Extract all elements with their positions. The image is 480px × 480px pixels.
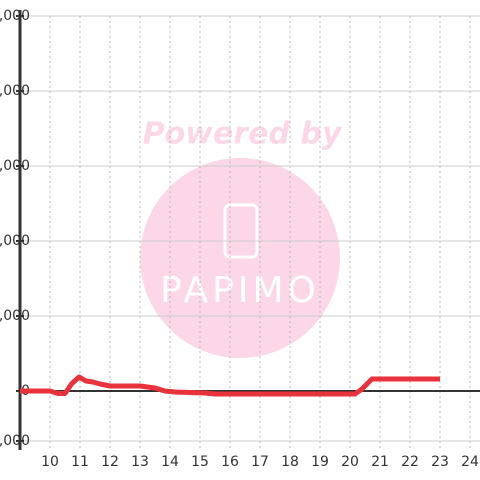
x-tick-label: 21 [371,454,389,470]
watermark-logo: PAPIMO [160,270,320,311]
line-series [20,374,441,397]
watermark-icon [223,203,259,259]
x-tick-label: 22 [401,454,419,470]
x-tick-label: 15 [191,454,209,470]
x-tick-label: 11 [71,454,89,470]
y-tick-label: -20,000 [0,433,30,449]
x-tick-label: 19 [311,454,329,470]
y-tick-label: 150,000 [0,8,30,24]
x-tick-label: 13 [131,454,149,470]
y-tick-label: 60,000 [0,233,30,249]
x-tick-label: 24 [461,454,479,470]
x-tick-label: 20 [341,454,359,470]
watermark-text: Powered by [143,117,343,152]
y-tick-label: 30,000 [0,308,30,324]
x-tick-label: 16 [221,454,239,470]
x-tick-label: 17 [251,454,269,470]
x-tick-label: 12 [101,454,119,470]
plot: -20,000030,00060,00090,000120,000150,000… [0,8,480,470]
y-tick-label: 120,000 [0,83,30,99]
x-tick-label: 18 [281,454,299,470]
x-tick-label: 23 [431,454,449,470]
x-tick-label: 10 [41,454,59,470]
x-tick-label: 14 [161,454,179,470]
y-tick-label: 90,000 [0,158,30,174]
